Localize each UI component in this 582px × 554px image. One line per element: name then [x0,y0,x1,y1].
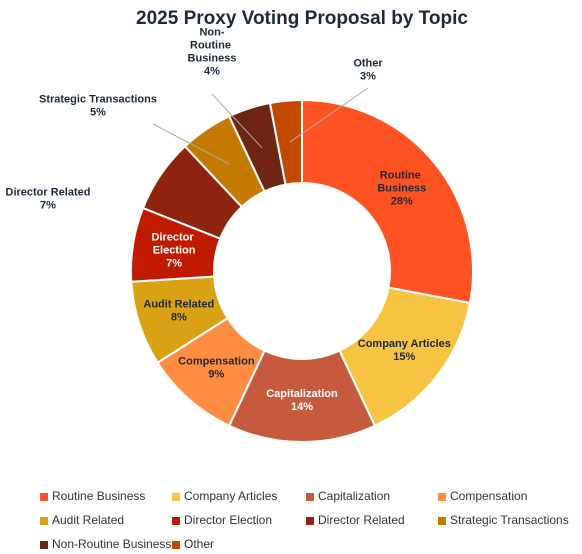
slice [301,98,474,305]
data-label-value: 5% [90,106,106,118]
legend-label: Director Election [184,513,272,527]
data-label-name: Non-Routine Business [188,26,237,64]
data-label-name: Strategic Transactions [39,93,157,105]
legend-label: Capitalization [318,489,390,503]
leader-line [289,87,369,143]
legend-label: Other [184,537,214,551]
legend-swatch [40,541,48,549]
legend-swatch [172,493,180,501]
data-label-name: Director Related [6,186,91,198]
legend-swatch [172,517,180,525]
slice [268,98,303,186]
legend-label: Compensation [450,489,527,503]
data-label-value: 8% [171,311,187,323]
legend-label: Audit Related [52,513,124,527]
data-label-value: 9% [208,369,224,381]
data-label-value: 3% [360,70,376,82]
data-label-value: 7% [166,258,182,270]
legend-label: Strategic Transactions [450,513,569,527]
data-label-value: 14% [291,401,313,413]
legend-swatch [306,493,314,501]
chart-title: 2025 Proxy Voting Proposal by Topic [136,8,468,29]
legend-swatch [40,517,48,525]
legend-swatch [40,493,48,501]
data-label-name: Company Articles [358,338,451,350]
data-label-value: 4% [204,65,220,77]
legend-label: Director Related [318,513,405,527]
legend-swatch [438,493,446,501]
legend-swatch [438,517,446,525]
data-label-name: Other [353,57,383,69]
data-label-value: 28% [391,195,413,207]
data-label-name: Routine Business [377,169,426,194]
legend-swatch [306,517,314,525]
data-label-name: Capitalization [266,388,338,400]
data-label-value: 15% [393,351,415,363]
leader-line [211,93,263,149]
leader-line [152,123,230,165]
data-label-name: Compensation [178,356,255,368]
data-label-name: Director Election [151,232,196,257]
data-label-value: 7% [40,199,56,211]
legend-label: Routine Business [52,489,145,503]
legend-label: Non-Routine Business [52,537,171,551]
data-label-name: Audit Related [143,298,214,310]
legend-label: Company Articles [184,489,277,503]
legend-swatch [172,541,180,549]
